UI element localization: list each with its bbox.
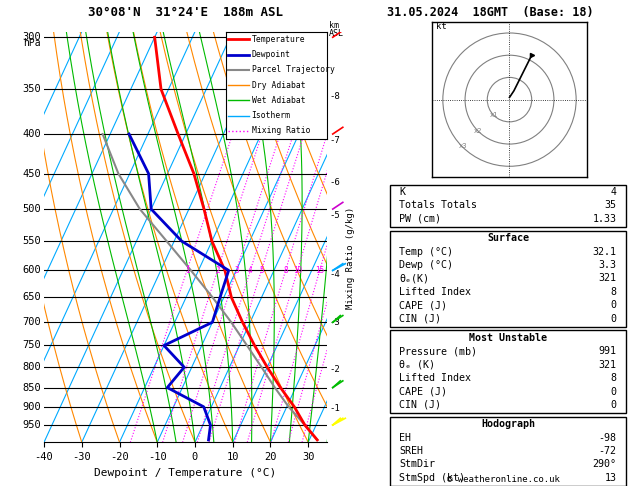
Text: -98: -98: [598, 433, 616, 443]
Text: x1: x1: [489, 112, 498, 118]
Text: 0: 0: [610, 386, 616, 397]
Text: Surface: Surface: [487, 233, 529, 243]
Text: K: K: [399, 187, 406, 197]
Text: Lifted Index: Lifted Index: [399, 287, 471, 297]
Text: -1: -1: [329, 404, 340, 413]
Text: -4: -4: [329, 270, 340, 279]
Text: CIN (J): CIN (J): [399, 400, 442, 410]
Text: -7: -7: [329, 136, 340, 145]
Bar: [390, 185, 626, 227]
Text: 950: 950: [22, 420, 41, 430]
Text: 650: 650: [22, 293, 41, 302]
Text: StmSpd (kt): StmSpd (kt): [399, 473, 465, 483]
Text: 450: 450: [22, 169, 41, 179]
Text: Hodograph: Hodograph: [481, 419, 535, 429]
Text: 991: 991: [598, 346, 616, 356]
Bar: [390, 417, 626, 486]
Text: 2: 2: [215, 266, 220, 275]
Text: 300: 300: [22, 32, 41, 42]
Text: θₑ(K): θₑ(K): [399, 273, 430, 283]
Text: 0: 0: [610, 300, 616, 310]
Text: 8: 8: [610, 373, 616, 383]
Text: -72: -72: [598, 446, 616, 456]
Text: 350: 350: [22, 84, 41, 94]
Text: Dewp (°C): Dewp (°C): [399, 260, 454, 270]
Text: 3.3: 3.3: [598, 260, 616, 270]
Text: Dewpoint: Dewpoint: [252, 50, 291, 59]
Text: hPa: hPa: [23, 38, 41, 49]
Text: 13: 13: [604, 473, 616, 483]
Text: CAPE (J): CAPE (J): [399, 300, 447, 310]
Text: 8: 8: [283, 266, 288, 275]
Text: 0: 0: [610, 313, 616, 324]
Text: 400: 400: [22, 129, 41, 139]
Text: 0: 0: [610, 400, 616, 410]
Text: 5: 5: [259, 266, 264, 275]
Text: -8: -8: [329, 92, 340, 101]
Text: Temperature: Temperature: [252, 35, 305, 44]
Bar: [390, 330, 626, 413]
Text: Mixing Ratio: Mixing Ratio: [252, 126, 310, 136]
Text: SREH: SREH: [399, 446, 423, 456]
Text: -2: -2: [329, 365, 340, 374]
Text: 1: 1: [185, 266, 189, 275]
Text: 10: 10: [293, 266, 302, 275]
Text: StmDir: StmDir: [399, 459, 435, 469]
Text: kt: kt: [436, 21, 447, 31]
Text: 550: 550: [22, 236, 41, 246]
Text: Most Unstable: Most Unstable: [469, 333, 547, 343]
Text: 700: 700: [22, 317, 41, 327]
Text: x2: x2: [474, 128, 482, 134]
Text: x3: x3: [459, 143, 467, 149]
Text: 321: 321: [598, 360, 616, 370]
X-axis label: Dewpoint / Temperature (°C): Dewpoint / Temperature (°C): [94, 468, 277, 478]
Text: 30°08'N  31°24'E  188m ASL: 30°08'N 31°24'E 188m ASL: [88, 6, 283, 19]
Text: 850: 850: [22, 382, 41, 393]
Text: Parcel Trajectory: Parcel Trajectory: [252, 65, 335, 74]
Text: -3: -3: [329, 318, 340, 327]
Text: -6: -6: [329, 178, 340, 187]
Text: PW (cm): PW (cm): [399, 214, 442, 224]
Text: 500: 500: [22, 204, 41, 214]
Text: Wet Adiabat: Wet Adiabat: [252, 96, 305, 105]
Bar: [390, 231, 626, 327]
Text: Temp (°C): Temp (°C): [399, 246, 454, 257]
Text: 750: 750: [22, 341, 41, 350]
Text: 35: 35: [604, 200, 616, 210]
Text: 32.1: 32.1: [593, 246, 616, 257]
Text: CIN (J): CIN (J): [399, 313, 442, 324]
Text: 15: 15: [315, 266, 325, 275]
Text: Dry Adiabat: Dry Adiabat: [252, 81, 305, 89]
Text: 290°: 290°: [593, 459, 616, 469]
Text: 800: 800: [22, 362, 41, 372]
Text: Lifted Index: Lifted Index: [399, 373, 471, 383]
Text: 321: 321: [598, 273, 616, 283]
Text: 31.05.2024  18GMT  (Base: 18): 31.05.2024 18GMT (Base: 18): [387, 6, 594, 19]
Text: 1.33: 1.33: [593, 214, 616, 224]
Text: EH: EH: [399, 433, 411, 443]
Text: km
ASL: km ASL: [329, 21, 344, 38]
Text: 8: 8: [610, 287, 616, 297]
Text: 600: 600: [22, 265, 41, 276]
Text: -5: -5: [329, 211, 340, 220]
Text: Isotherm: Isotherm: [252, 111, 291, 120]
Text: 3: 3: [234, 266, 239, 275]
Text: Mixing Ratio (g/kg): Mixing Ratio (g/kg): [346, 207, 355, 309]
Text: 4: 4: [610, 187, 616, 197]
Text: θₑ (K): θₑ (K): [399, 360, 435, 370]
Text: Pressure (mb): Pressure (mb): [399, 346, 477, 356]
Text: 4: 4: [248, 266, 253, 275]
Text: © weatheronline.co.uk: © weatheronline.co.uk: [447, 474, 560, 484]
Text: Totals Totals: Totals Totals: [399, 200, 477, 210]
Text: CAPE (J): CAPE (J): [399, 386, 447, 397]
Text: 900: 900: [22, 402, 41, 412]
